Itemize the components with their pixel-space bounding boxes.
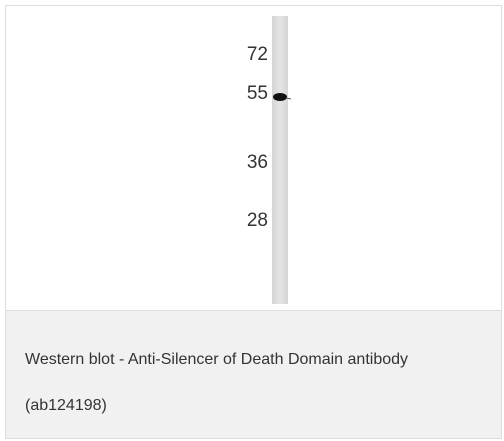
figure-card: 72 55 36 28 Western blot - Anti-Silencer…: [5, 5, 502, 439]
blot-lane: [272, 16, 288, 304]
caption-area: Western blot - Anti-Silencer of Death Do…: [6, 310, 501, 438]
marker-label: 28: [247, 210, 268, 231]
protein-band: [273, 93, 287, 101]
marker-label: 55: [247, 83, 268, 104]
western-blot-image: 72 55 36 28: [6, 6, 501, 309]
marker-label: 36: [247, 152, 268, 173]
caption: Western blot - Anti-Silencer of Death Do…: [25, 337, 465, 429]
marker-label: 72: [247, 44, 268, 65]
page: {"figure": {"markers": ["72", "55", "36"…: [0, 0, 504, 441]
